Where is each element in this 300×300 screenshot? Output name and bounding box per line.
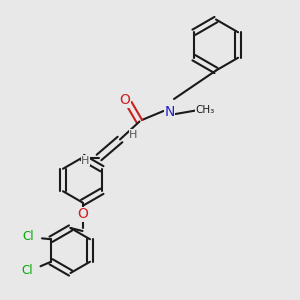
Text: O: O — [77, 208, 88, 221]
Text: CH₃: CH₃ — [196, 105, 215, 115]
Text: O: O — [119, 94, 130, 107]
Text: H: H — [129, 130, 138, 140]
Text: H: H — [81, 155, 90, 166]
Text: Cl: Cl — [23, 230, 34, 243]
Text: Cl: Cl — [21, 264, 33, 277]
Text: N: N — [164, 106, 175, 119]
